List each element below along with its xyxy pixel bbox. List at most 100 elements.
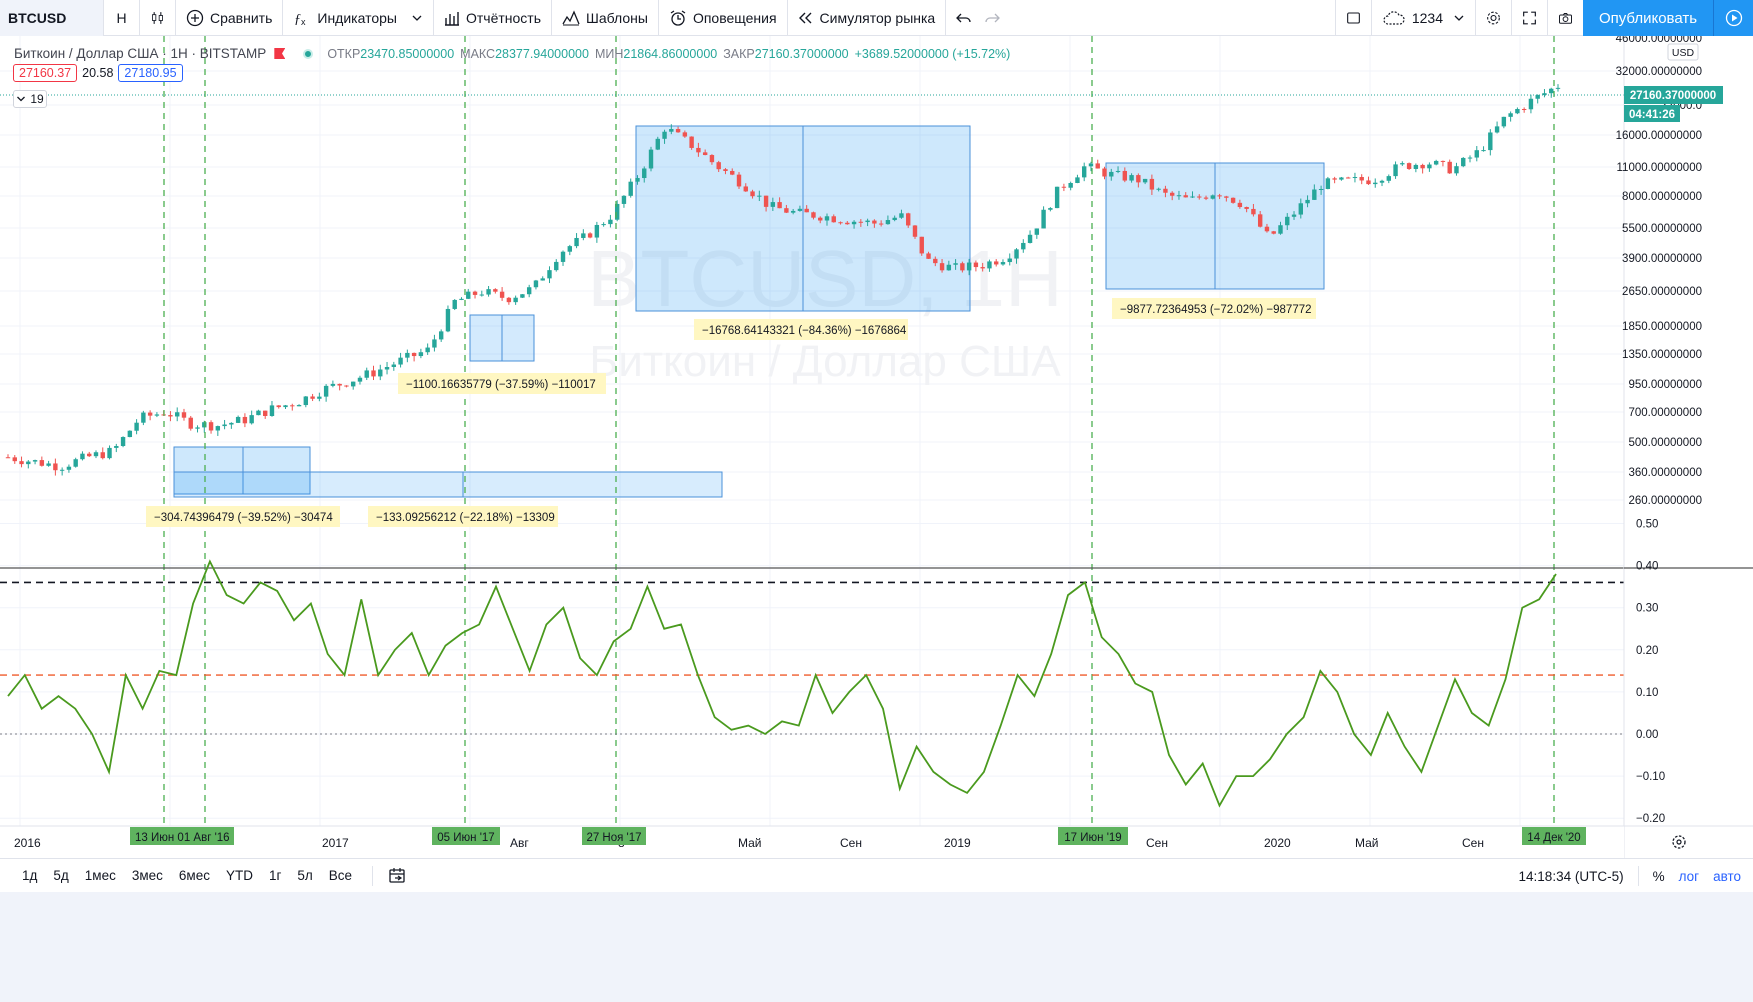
candle-body	[1061, 186, 1067, 188]
candle-body	[1224, 196, 1229, 198]
range-ytd[interactable]: YTD	[225, 868, 253, 883]
play-button[interactable]	[1713, 0, 1753, 36]
candle-body	[1129, 175, 1134, 181]
range-6m[interactable]: 6мес	[178, 868, 210, 883]
candle-body	[235, 416, 241, 423]
axis-settings-button[interactable]	[1672, 835, 1686, 849]
candle-body	[1400, 163, 1405, 165]
templates-button[interactable]: Шаблоны	[552, 0, 659, 36]
percent-toggle[interactable]: %	[1652, 868, 1665, 884]
candle-body	[303, 396, 309, 406]
indicators-label: Индикаторы	[317, 9, 397, 26]
candle-body	[790, 210, 796, 213]
range-1m[interactable]: 1мес	[84, 868, 116, 883]
candle-body	[1474, 150, 1479, 158]
candle-body	[933, 258, 938, 264]
auto-toggle[interactable]: авто	[1713, 868, 1741, 884]
oscillator-axis[interactable]: 0.50 0.40 0.30 0.20 0.10 0.00 −0.10 −0.20	[1636, 519, 1665, 826]
compare-button[interactable]: Сравнить	[176, 0, 284, 36]
range-5d[interactable]: 5д	[53, 868, 69, 883]
candle-body	[547, 270, 552, 279]
bottom-right-controls: 14:18:34 (UTC-5) % лог авто	[1519, 859, 1753, 893]
candle-body	[635, 178, 640, 182]
gear-icon	[1487, 11, 1500, 25]
candle-body	[1190, 196, 1195, 198]
chart-type-button[interactable]	[140, 0, 176, 36]
bid-button[interactable]: 27160.37	[13, 64, 78, 82]
candle-body	[702, 152, 708, 156]
indicators-collapse-button[interactable]: 19	[13, 90, 47, 108]
measure-drawings[interactable]	[173, 125, 1325, 498]
clock-timezone[interactable]: 14:18:34 (UTC-5)	[1518, 868, 1624, 884]
candle-body	[818, 217, 823, 221]
settings-button[interactable]	[1475, 0, 1511, 36]
bar-chart-icon	[444, 11, 459, 26]
open-value: 23470.85000000	[360, 46, 455, 61]
candle-body	[1075, 177, 1080, 183]
measure-label-1: −304.74396479 (−39.52%) −30474	[154, 512, 333, 524]
date-tag-label: 17 Июн '19	[1064, 832, 1121, 844]
bid-ask-badges: 27160.37 20.58 27180.95	[13, 64, 183, 82]
candle-body	[472, 291, 478, 295]
cloud-save-button[interactable]: 1234	[1370, 0, 1475, 36]
range-5y[interactable]: 5л	[297, 868, 313, 883]
chart-area[interactable]: BTCUSD, 1Н Биткоин / Доллар США −304.743…	[0, 36, 1753, 858]
candle-body	[966, 262, 972, 271]
time-axis[interactable]: 20162017Авг8МайСен2019Сен2020МайСен	[14, 836, 1484, 850]
candle-body	[1555, 87, 1561, 89]
svg-text:ƒ: ƒ	[294, 12, 301, 27]
candle-body	[222, 424, 227, 427]
price-tick-label: 500.00000000	[1628, 437, 1702, 449]
candle-body	[824, 216, 830, 221]
range-3m[interactable]: 3мес	[131, 868, 163, 883]
time-tick-label: Сен	[1146, 836, 1168, 850]
snapshot-button[interactable]	[1547, 0, 1583, 36]
time-tick-label: Май	[738, 836, 762, 850]
candle-body	[1521, 108, 1527, 110]
goto-date-icon[interactable]	[387, 867, 407, 885]
range-all[interactable]: Все	[328, 868, 353, 883]
candle-body	[655, 138, 660, 150]
publish-button[interactable]: Опубликовать	[1583, 0, 1713, 36]
layout-select-button[interactable]	[1334, 0, 1371, 36]
range-1y[interactable]: 1г	[268, 868, 282, 883]
candle-body	[39, 460, 45, 466]
log-toggle[interactable]: лог	[1678, 868, 1700, 884]
watermark-description: Биткоин / Доллар США	[589, 337, 1061, 386]
price-tick-label: 3900.00000000	[1622, 253, 1702, 265]
measure-box-2[interactable]	[173, 471, 723, 498]
replay-button[interactable]: Симулятор рынка	[788, 0, 947, 36]
flag-icon[interactable]	[274, 48, 286, 59]
candle-body	[1366, 180, 1371, 185]
candle-body	[73, 459, 78, 467]
high-label: МАКС	[460, 46, 496, 61]
candle-body	[763, 195, 769, 207]
candle-body	[1339, 177, 1344, 180]
financials-button[interactable]: Отчётность	[434, 0, 553, 36]
date-range-buttons: 1д 5д 1мес 3мес 6мес YTD 1г 5л Все	[0, 865, 407, 886]
fullscreen-button[interactable]	[1511, 0, 1547, 36]
candle-body	[831, 216, 836, 223]
chevron-down-icon	[412, 15, 422, 21]
symbol-search-button[interactable]: BTCUSD	[0, 0, 104, 36]
price-tick-label: 1350.00000000	[1622, 349, 1702, 361]
candle-body	[892, 217, 897, 221]
candle-body	[1217, 195, 1222, 197]
range-1d[interactable]: 1д	[22, 868, 38, 883]
undo-button[interactable]	[946, 0, 1016, 36]
candle-body	[804, 208, 809, 213]
candle-body	[682, 132, 688, 137]
candle-body	[912, 225, 918, 237]
alerts-button[interactable]: Оповещения	[659, 0, 788, 36]
price-tick-label: 5500.00000000	[1622, 223, 1702, 235]
watermark-symbol: BTCUSD, 1Н	[587, 234, 1063, 323]
measure-box-1[interactable]	[173, 446, 311, 495]
candle-body	[1298, 203, 1303, 215]
candle-body	[709, 155, 715, 163]
ask-button[interactable]: 27180.95	[118, 64, 183, 82]
candle-body	[168, 415, 173, 417]
spread-value: 20.58	[82, 66, 114, 80]
interval-button[interactable]: Н	[104, 0, 140, 36]
candle-body	[987, 261, 992, 269]
